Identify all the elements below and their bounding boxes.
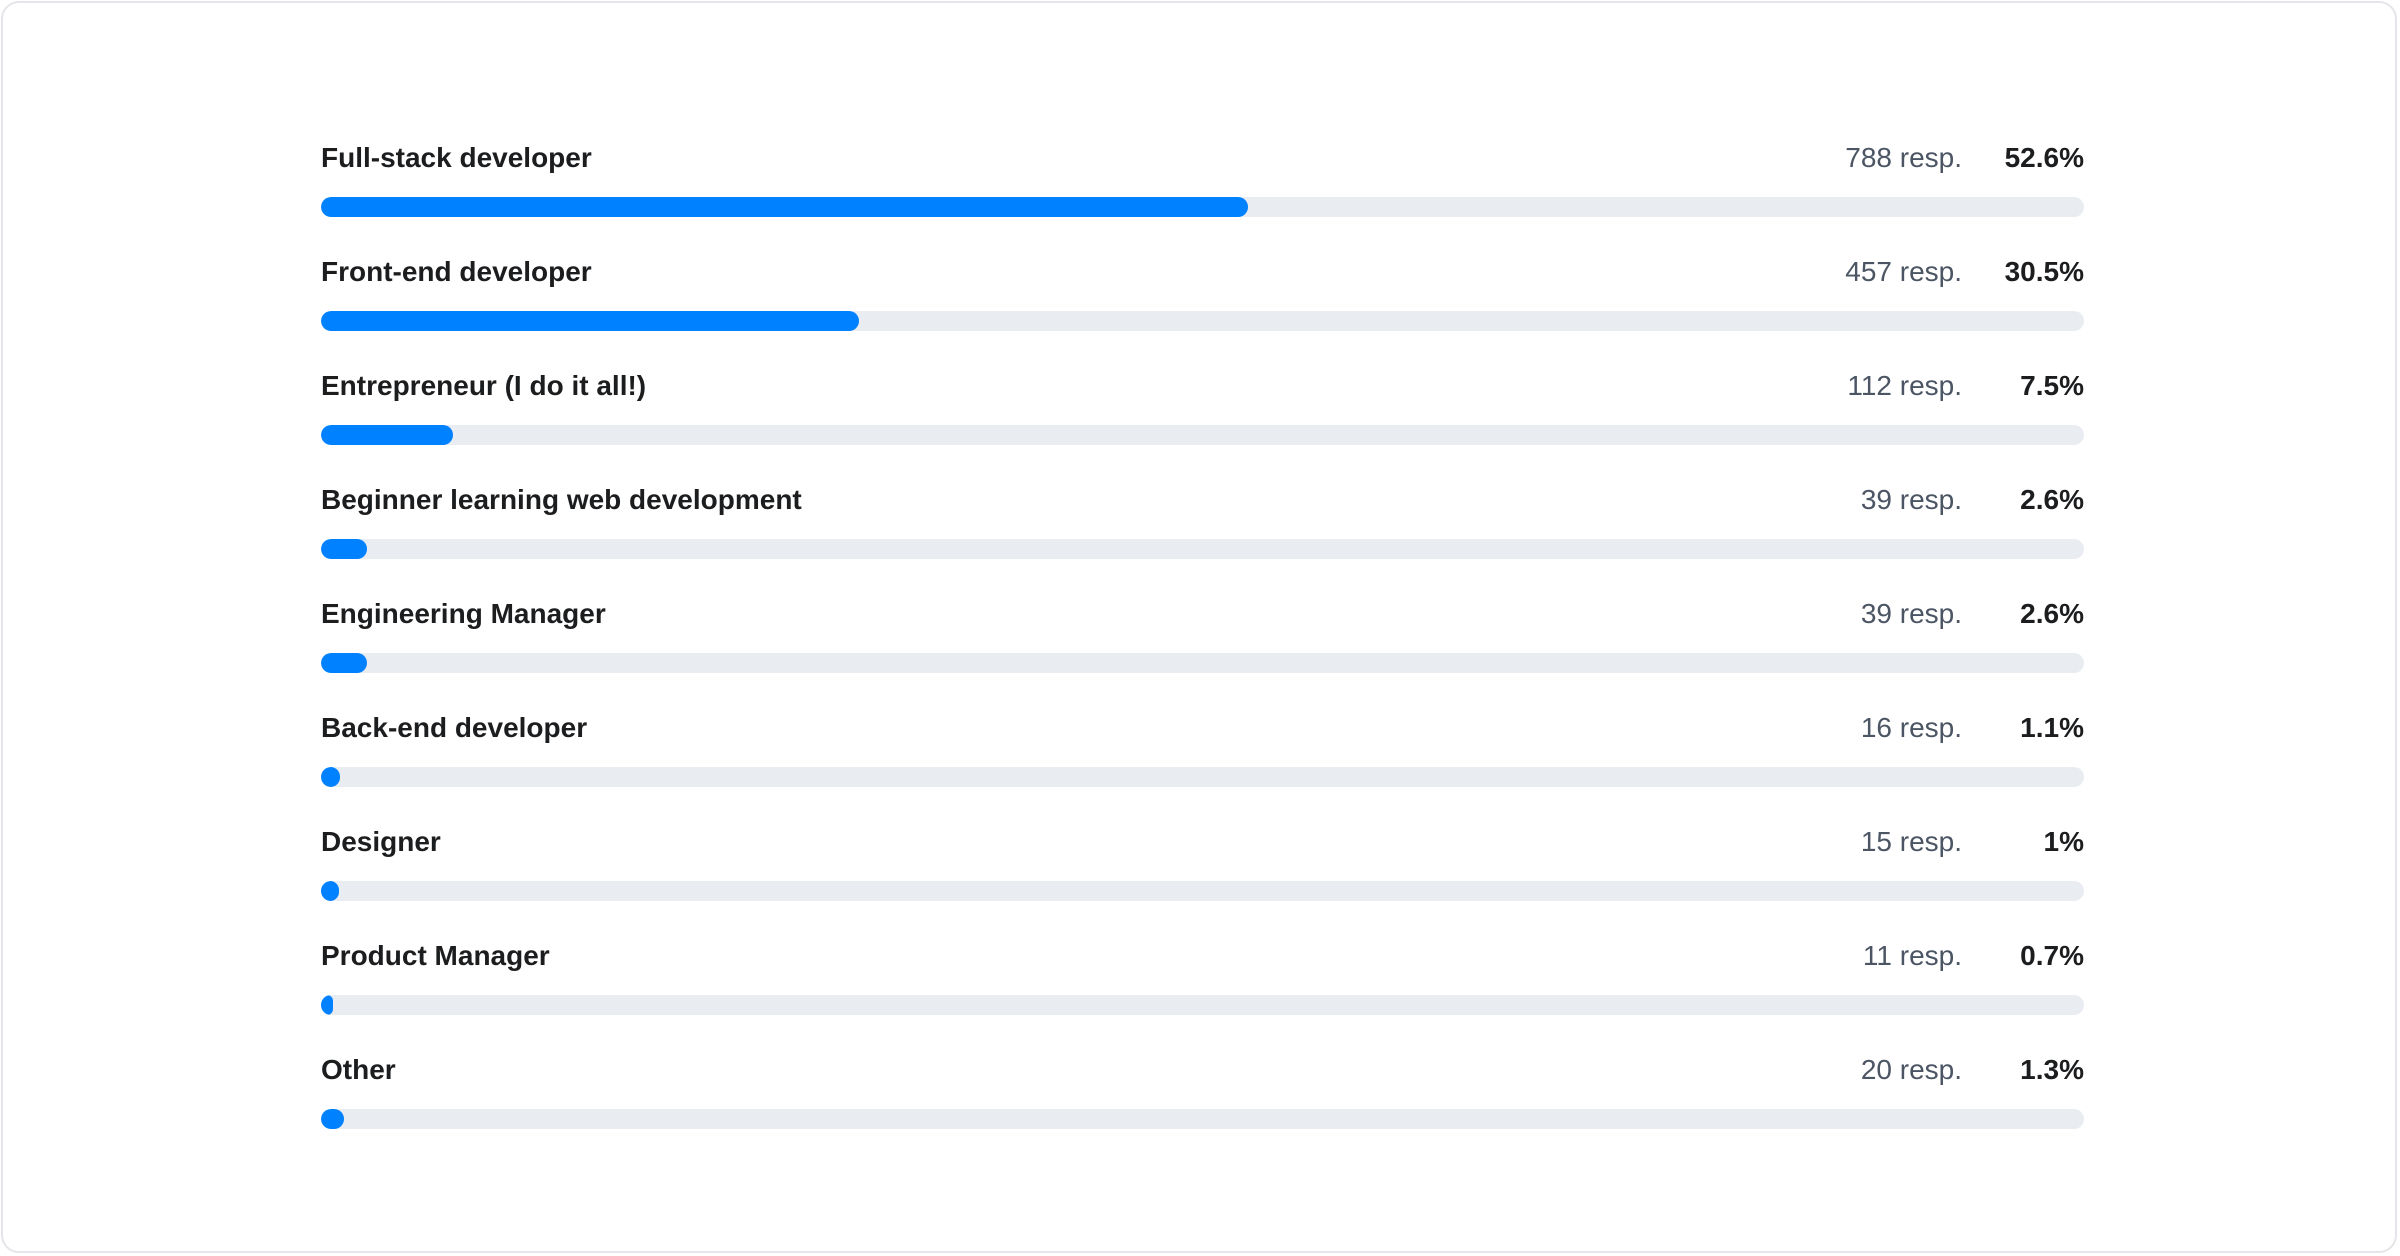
bar-fill: [321, 539, 367, 559]
bar-fill: [321, 767, 341, 787]
percent-label: 0.7%: [2020, 940, 2084, 971]
result-row: Designer 15 resp. 1%: [321, 821, 2084, 935]
percent-label: 1%: [2043, 826, 2084, 857]
bar-track: [321, 653, 2084, 673]
result-row: Full-stack developer 788 resp. 52.6%: [321, 137, 2084, 251]
result-row: Other 20 resp. 1.3%: [321, 1049, 2084, 1163]
response-count: 788 resp.: [1845, 142, 1962, 173]
percent-label: 1.1%: [2020, 712, 2084, 743]
row-header: Back-end developer 16 resp. 1.1%: [321, 707, 2084, 749]
category-label: Designer: [321, 826, 441, 857]
result-row: Engineering Manager 39 resp. 2.6%: [321, 593, 2084, 707]
result-row: Entrepreneur (I do it all!) 112 resp. 7.5%: [321, 365, 2084, 479]
response-count: 20 resp.: [1860, 1054, 1962, 1085]
row-header: Entrepreneur (I do it all!) 112 resp. 7.5%: [321, 365, 2084, 407]
row-header: Designer 15 resp. 1%: [321, 821, 2084, 863]
percent-label: 7.5%: [2020, 370, 2084, 401]
row-header: Engineering Manager 39 resp. 2.6%: [321, 593, 2084, 635]
row-header: Product Manager 11 resp. 0.7%: [321, 935, 2084, 977]
response-count: 15 resp.: [1860, 826, 1962, 857]
bar-fill: [321, 1109, 344, 1129]
bar-track: [321, 197, 2084, 217]
response-count: 112 resp.: [1847, 370, 1962, 401]
bar-fill: [321, 881, 339, 901]
response-count: 39 resp.: [1860, 484, 1962, 515]
bar-track: [321, 995, 2084, 1015]
row-header: Other 20 resp. 1.3%: [321, 1049, 2084, 1091]
category-label: Other: [321, 1054, 396, 1085]
percent-label: 52.6%: [2004, 142, 2084, 173]
category-label: Engineering Manager: [321, 598, 606, 629]
response-count: 39 resp.: [1860, 598, 1962, 629]
row-header: Full-stack developer 788 resp. 52.6%: [321, 137, 2084, 179]
percent-label: 1.3%: [2020, 1054, 2084, 1085]
bar-fill: [321, 197, 1249, 217]
category-label: Beginner learning web development: [321, 484, 802, 515]
bar-track: [321, 1109, 2084, 1129]
bar-fill: [321, 425, 454, 445]
percent-label: 2.6%: [2020, 484, 2084, 515]
bar-track: [321, 881, 2084, 901]
bar-fill: [321, 995, 334, 1015]
category-label: Product Manager: [321, 940, 550, 971]
result-row: Front-end developer 457 resp. 30.5%: [321, 251, 2084, 365]
result-row: Product Manager 11 resp. 0.7%: [321, 935, 2084, 1049]
row-header: Beginner learning web development 39 resp…: [321, 479, 2084, 521]
bar-track: [321, 425, 2084, 445]
result-row: Beginner learning web development 39 resp…: [321, 479, 2084, 593]
response-count: 457 resp.: [1845, 256, 1962, 287]
result-row: Back-end developer 16 resp. 1.1%: [321, 707, 2084, 821]
results-list: Full-stack developer 788 resp. 52.6% Front-…: [321, 137, 2084, 1163]
bar-fill: [321, 653, 367, 673]
category-label: Entrepreneur (I do it all!): [321, 370, 647, 401]
category-label: Full-stack developer: [321, 142, 592, 173]
response-count: 11 resp.: [1862, 940, 1962, 971]
percent-label: 2.6%: [2020, 598, 2084, 629]
bar-track: [321, 539, 2084, 559]
category-label: Front-end developer: [321, 256, 592, 287]
bar-track: [321, 767, 2084, 787]
percent-label: 30.5%: [2004, 256, 2084, 287]
category-label: Back-end developer: [321, 712, 588, 743]
bar-fill: [321, 311, 859, 331]
bar-track: [321, 311, 2084, 331]
row-header: Front-end developer 457 resp. 30.5%: [321, 251, 2084, 293]
response-count: 16 resp.: [1860, 712, 1962, 743]
